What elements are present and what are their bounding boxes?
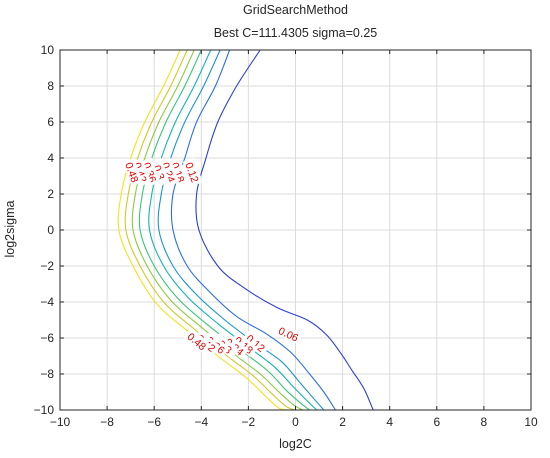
axis-ticks: −10 −8 −6 −4 −2 0 2 4 6 8 10 −10 −8 −6 −4 −2 0 2 4 6 8 10 [34,43,538,429]
x-axis-label: log2C [279,437,312,451]
x-tick-label: −10 [50,415,71,429]
y-tick-label: 0 [47,223,54,237]
x-tick-label: 2 [339,415,346,429]
x-tick-label: 10 [524,415,538,429]
x-tick-label: 0 [292,415,299,429]
contour-line-0.06 [195,49,374,411]
x-tick-label: −4 [194,415,208,429]
contour-labels: 0.060.120.180.240.30.360.420.480.120.180… [122,157,304,360]
contour-label-bg [122,157,143,187]
grid-lines [59,49,532,411]
contour-line-0.12 [170,49,336,411]
y-tick-label: −2 [40,259,54,273]
contour-line-0.36 [131,49,303,411]
contour-line-0.3 [138,49,310,411]
contour-label-bg [221,333,249,360]
contour-label-bg [149,157,170,187]
contour-line-0.24 [148,49,318,411]
contour-label-bg [230,331,259,358]
x-tick-label: −8 [100,415,114,429]
x-tick-label: 8 [481,415,488,429]
x-tick-label: 4 [386,415,393,429]
chart-title: GridSearchMethod [243,3,348,17]
contour-label-bg [183,327,212,354]
y-tick-label: 8 [47,79,54,93]
contour-label-bg [168,157,189,187]
y-tick-label: −4 [40,295,54,309]
y-tick-label: −10 [34,403,55,417]
y-tick-label: −8 [40,367,54,381]
contour-label-bg [274,322,304,345]
y-tick-label: 2 [47,187,54,201]
x-tick-label: −6 [147,415,161,429]
contour-label-bg [182,157,203,187]
contour-label-bg [159,157,180,187]
chart-subtitle: Best C=111.4305 sigma=0.25 [213,26,378,40]
contour-label-bg [140,157,161,187]
y-axis-label: log2sigma [3,200,17,258]
y-tick-label: −6 [40,331,54,345]
contour-lines [117,49,374,411]
y-tick-label: 4 [47,151,54,165]
contour-line-0.18 [157,49,325,411]
y-tick-label: 6 [47,115,54,129]
x-tick-label: 6 [433,415,440,429]
x-tick-label: −2 [242,415,256,429]
y-tick-label: 10 [41,43,55,57]
contour-label-bg [242,329,270,356]
contour-line-0.48 [117,49,289,411]
contour-line-0.42 [124,49,296,411]
